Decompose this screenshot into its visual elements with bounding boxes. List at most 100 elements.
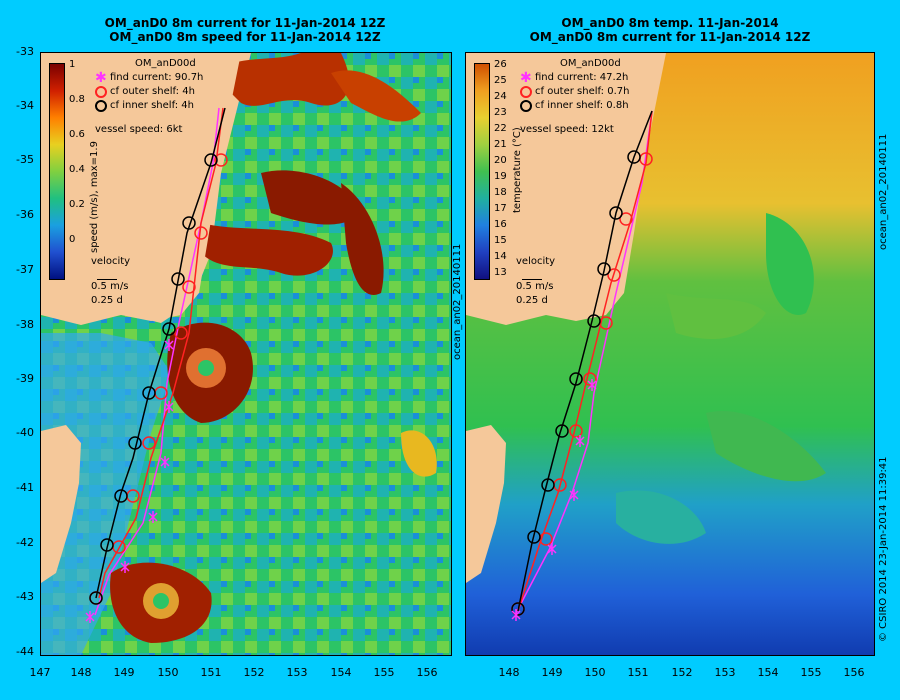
- x-tick: 151: [200, 666, 222, 679]
- track-legend: OM_anD00d ✱ find current: 47.2h cf outer …: [520, 57, 629, 137]
- x-tick: 155: [373, 666, 395, 679]
- cbar-tick: 19: [494, 171, 507, 182]
- colorbar-label: temperature (°C): [512, 127, 523, 213]
- x-tick: 150: [157, 666, 179, 679]
- speed-colorbar: [49, 63, 65, 280]
- circle-marker-icon: [520, 86, 532, 98]
- velocity-key: velocity 0.5 m/s 0.25 d: [91, 255, 130, 308]
- temperature-colorbar: [474, 63, 490, 280]
- vessel-speed: vessel speed: 6kt: [95, 124, 183, 135]
- legend-find: find current: 90.7h: [110, 72, 204, 83]
- cbar-tick: 16: [494, 219, 507, 230]
- find-current-track: [515, 110, 653, 614]
- left-side-label: ocean_an02_20140111: [452, 243, 463, 360]
- left-title-line2: OM_anD0 8m speed for 11-Jan-2014 12Z: [109, 30, 381, 44]
- vessel-speed: vessel speed: 12kt: [520, 124, 614, 135]
- y-tick: -38: [16, 318, 34, 331]
- left-title-line1: OM_anD0 8m current for 11-Jan-2014 12Z: [104, 16, 386, 30]
- legend-outer: cf outer shelf: 4h: [110, 86, 195, 97]
- velocity-time: 0.25 d: [91, 295, 123, 306]
- velocity-speed: 0.5 m/s: [516, 281, 554, 292]
- x-tick: 151: [627, 666, 649, 679]
- cbar-tick: 20: [494, 155, 507, 166]
- y-tick: -37: [16, 263, 34, 276]
- velocity-arrow-icon: [522, 269, 542, 280]
- right-title-line2: OM_anD0 8m current for 11-Jan-2014 12Z: [529, 30, 811, 44]
- colorbar-label: speed (m/s), max=1.9: [89, 141, 100, 253]
- model-name: OM_anD00d: [135, 58, 196, 69]
- temperature-map[interactable]: 26 25 24 23 22 21 20 19 18 17 16 15 14 1…: [465, 52, 875, 656]
- temperature-map-svg: [466, 53, 874, 655]
- cbar-tick: 23: [494, 107, 507, 118]
- outer-shelf-track: [517, 110, 653, 612]
- asterisk-marker-icon: ✱: [520, 70, 532, 86]
- velocity-arrow-icon: [97, 269, 117, 280]
- cbar-tick: 0.4: [69, 164, 85, 175]
- legend-find: find current: 47.2h: [535, 72, 629, 83]
- y-tick: -34: [16, 99, 34, 112]
- y-tick: -41: [16, 481, 34, 494]
- right-title-line1: OM_anD0 8m temp. 11-Jan-2014: [561, 16, 779, 30]
- asterisk-marker-icon: ✱: [95, 70, 107, 86]
- circle-marker-icon: [520, 100, 532, 112]
- legend-inner: cf inner shelf: 0.8h: [535, 100, 629, 111]
- x-tick: 148: [70, 666, 92, 679]
- x-tick: 148: [498, 666, 520, 679]
- cbar-tick: 18: [494, 187, 507, 198]
- x-tick: 149: [113, 666, 135, 679]
- speed-map[interactable]: 1 0.8 0.6 0.4 0.2 0 speed (m/s), max=1.9…: [40, 52, 452, 656]
- cbar-tick: 22: [494, 123, 507, 134]
- inner-shelf-track: [95, 107, 226, 599]
- cbar-tick: 0.2: [69, 199, 85, 210]
- left-title: OM_anD0 8m current for 11-Jan-2014 12Z O…: [40, 16, 450, 44]
- x-tick: 152: [243, 666, 265, 679]
- y-tick: -44: [16, 645, 34, 658]
- cbar-tick: 0.6: [69, 129, 85, 140]
- x-tick: 150: [584, 666, 606, 679]
- x-tick: 155: [800, 666, 822, 679]
- right-side-label: ocean_an02_20140111: [878, 133, 889, 250]
- outer-shelf-track: [98, 107, 224, 599]
- velocity-label: velocity: [516, 256, 556, 267]
- cbar-tick: 0: [69, 234, 76, 245]
- velocity-label: velocity: [91, 256, 131, 267]
- y-tick: -36: [16, 208, 34, 221]
- y-tick: -35: [16, 153, 34, 166]
- x-tick: 149: [541, 666, 563, 679]
- cbar-tick: 17: [494, 203, 507, 214]
- cbar-tick: 0.8: [69, 94, 85, 105]
- circle-marker-icon: [95, 86, 107, 98]
- x-tick: 153: [286, 666, 308, 679]
- speed-map-svg: [41, 53, 451, 655]
- x-tick: 154: [330, 666, 352, 679]
- x-tick: 147: [29, 666, 51, 679]
- cbar-tick: 25: [494, 75, 507, 86]
- right-title: OM_anD0 8m temp. 11-Jan-2014 OM_anD0 8m …: [465, 16, 875, 44]
- y-tick: -40: [16, 426, 34, 439]
- legend-inner: cf inner shelf: 4h: [110, 100, 194, 111]
- x-tick: 152: [671, 666, 693, 679]
- track-legend: OM_anD00d ✱ find current: 90.7h cf outer …: [95, 57, 203, 137]
- cbar-tick: 14: [494, 251, 507, 262]
- cbar-tick: 13: [494, 267, 507, 278]
- cbar-tick: 1: [69, 59, 76, 70]
- y-tick: -39: [16, 372, 34, 385]
- x-tick: 153: [714, 666, 736, 679]
- cbar-tick: 15: [494, 235, 507, 246]
- cbar-tick: 21: [494, 139, 507, 150]
- y-tick: -42: [16, 536, 34, 549]
- inner-shelf-track: [517, 110, 653, 612]
- copyright-label: © CSIRO 2014 23-Jan-2014 11:39:41: [878, 456, 889, 642]
- y-tick: -43: [16, 590, 34, 603]
- legend-outer: cf outer shelf: 0.7h: [535, 86, 630, 97]
- model-name: OM_anD00d: [560, 58, 621, 69]
- cbar-tick: 24: [494, 91, 507, 102]
- x-tick: 154: [757, 666, 779, 679]
- x-tick: 156: [416, 666, 438, 679]
- find-current-track: [94, 107, 220, 616]
- velocity-key: velocity 0.5 m/s 0.25 d: [516, 255, 555, 308]
- cbar-tick: 26: [494, 59, 507, 70]
- y-tick: -33: [16, 45, 34, 58]
- x-tick: 156: [843, 666, 865, 679]
- velocity-time: 0.25 d: [516, 295, 548, 306]
